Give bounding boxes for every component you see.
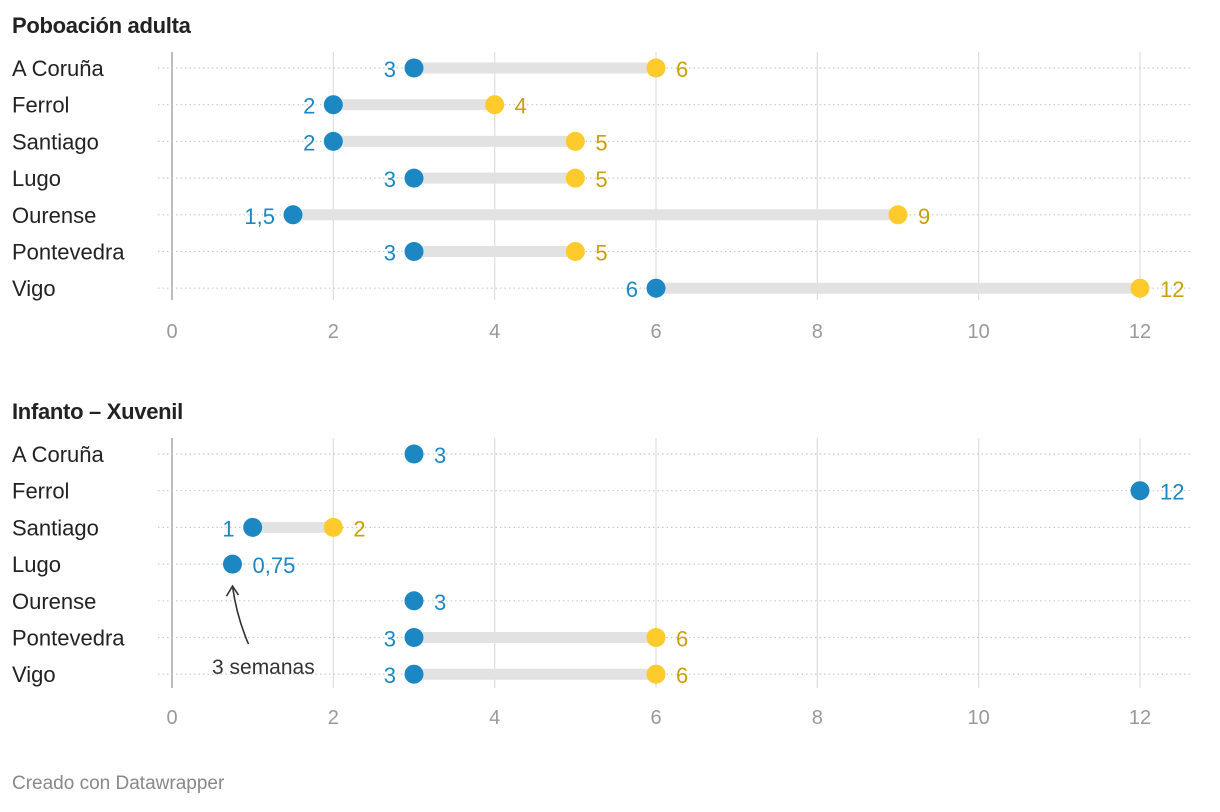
chart-title-adult: Poboación adulta: [12, 13, 191, 38]
max-value-label: 4: [515, 94, 527, 119]
max-value-label: 6: [676, 627, 688, 652]
max-dot: [565, 131, 585, 151]
max-value-label: 12: [1160, 277, 1184, 302]
max-value-label: 9: [918, 204, 930, 229]
min-value-label: 3: [384, 663, 396, 688]
min-value-label: 1: [222, 516, 234, 541]
min-dot: [404, 591, 424, 611]
max-dot: [323, 517, 343, 537]
min-value-label: 3: [434, 443, 446, 468]
max-dot: [646, 58, 666, 78]
min-value-label: 3: [384, 167, 396, 192]
min-dot: [404, 664, 424, 684]
x-tick-label: 12: [1129, 321, 1151, 343]
row-label: Pontevedra: [12, 626, 125, 651]
min-dot: [404, 444, 424, 464]
min-dot: [323, 131, 343, 151]
max-value-label: 5: [595, 130, 607, 155]
x-tick-label: 2: [328, 707, 339, 729]
row-label: Santiago: [12, 515, 99, 540]
min-dot: [283, 205, 303, 225]
max-dot: [1130, 278, 1150, 298]
min-value-label: 1,5: [244, 204, 275, 229]
min-dot: [646, 278, 666, 298]
row-label: Santiago: [12, 129, 99, 154]
min-dot: [404, 168, 424, 188]
row-label: Ferrol: [12, 93, 69, 118]
row-label: Lugo: [12, 166, 61, 191]
x-tick-label: 0: [166, 707, 177, 729]
max-value-label: 6: [676, 663, 688, 688]
min-dot: [223, 554, 242, 574]
annotation-arrowhead: [225, 584, 240, 597]
row-label: Vigo: [12, 662, 56, 687]
min-value-label: 6: [626, 277, 638, 302]
min-dot: [404, 58, 424, 78]
x-tick-label: 2: [328, 321, 339, 343]
x-tick-label: 10: [968, 707, 990, 729]
max-value-label: 5: [595, 241, 607, 266]
x-tick-label: 4: [489, 707, 500, 729]
min-value-label: 3: [384, 57, 396, 82]
x-tick-label: 6: [650, 707, 661, 729]
chart-panel-0: 0 2 4 6 8 10 12 A Coruña 3 6 Ferrol 2 4 Santiago 2 5 Lug…: [12, 52, 1190, 343]
x-tick-label: 10: [968, 321, 990, 343]
min-value-label: 12: [1160, 480, 1184, 505]
min-dot: [323, 95, 343, 115]
min-value-label: 2: [303, 94, 315, 119]
row-label: A Coruña: [12, 56, 104, 81]
max-dot: [646, 628, 666, 647]
min-dot: [404, 628, 424, 647]
min-dot: [243, 517, 263, 537]
max-dot: [565, 168, 585, 188]
min-value-label: 3: [384, 241, 396, 266]
min-dot: [1130, 481, 1150, 501]
min-value-label: 3: [384, 627, 396, 652]
chart-title-youth: Infanto – Xuvenil: [12, 399, 183, 424]
max-dot: [646, 664, 666, 684]
annotation-label: 3 semanas: [212, 656, 315, 679]
max-value-label: 5: [595, 167, 607, 192]
row-label: Ourense: [12, 589, 96, 614]
max-value-label: 2: [353, 516, 365, 541]
row-label: Ourense: [12, 203, 96, 228]
row-label: Pontevedra: [12, 240, 125, 265]
min-dot: [404, 242, 424, 261]
row-label: Lugo: [12, 552, 61, 577]
max-dot: [888, 205, 908, 225]
max-dot: [565, 242, 585, 261]
x-tick-label: 4: [489, 321, 500, 343]
min-value-label: 0,75: [253, 553, 296, 578]
x-tick-label: 8: [812, 707, 823, 729]
max-value-label: 6: [676, 57, 688, 82]
min-value-label: 2: [303, 130, 315, 155]
x-tick-label: 12: [1129, 707, 1151, 729]
max-dot: [485, 95, 505, 115]
row-label: A Coruña: [12, 442, 104, 467]
row-label: Ferrol: [12, 479, 69, 504]
annotation-arrow: [231, 585, 250, 645]
x-tick-label: 8: [812, 321, 823, 343]
min-value-label: 3: [434, 590, 446, 615]
x-tick-label: 6: [650, 321, 661, 343]
footer-credit: Creado con Datawrapper: [12, 773, 225, 794]
x-tick-label: 0: [166, 321, 177, 343]
row-label: Vigo: [12, 276, 56, 301]
